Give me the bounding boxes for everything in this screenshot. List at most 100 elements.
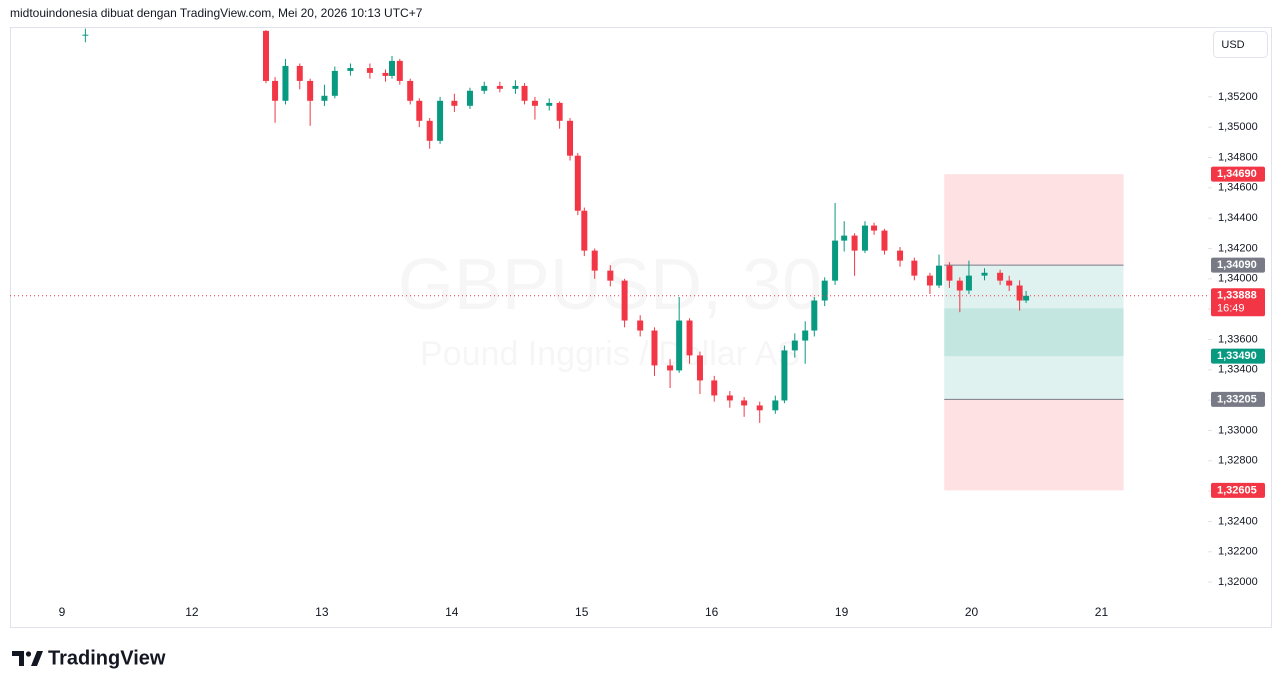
candle-body — [696, 355, 703, 381]
candle-body — [451, 100, 458, 106]
price-label-box — [1211, 288, 1265, 317]
candle-body — [997, 272, 1004, 281]
candle-body — [426, 120, 433, 141]
candle-body — [307, 80, 314, 101]
candle-body — [621, 280, 628, 321]
reward-zone — [944, 308, 1124, 400]
candle-body — [791, 340, 798, 351]
candle-body — [841, 235, 848, 241]
candle-body — [581, 210, 588, 251]
chart-frame — [10, 27, 1272, 628]
candle-body — [496, 85, 503, 89]
candle-body — [871, 225, 878, 231]
candle-body — [1016, 285, 1023, 301]
y-tick-label: 1,32000 — [1218, 576, 1258, 588]
candle-body — [407, 80, 414, 101]
y-tick-label: 1,32800 — [1218, 455, 1258, 467]
candle-body — [667, 365, 674, 371]
y-tick-label: 1,34000 — [1218, 273, 1258, 285]
reward-zone — [944, 265, 1124, 357]
candle-body — [965, 275, 972, 291]
candle-body — [567, 120, 574, 156]
price-label-box — [1211, 482, 1265, 498]
y-tick-label: 1,32400 — [1218, 515, 1258, 527]
y-tick-label: 1,34800 — [1218, 151, 1258, 163]
candle-body — [881, 230, 888, 251]
price-label-box — [1211, 257, 1265, 273]
x-tick-label: 19 — [835, 605, 849, 619]
candle-body — [756, 405, 763, 411]
x-tick-label: 14 — [445, 605, 459, 619]
candle-body — [481, 85, 488, 91]
price-label: 1,32605 — [1217, 484, 1257, 496]
price-countdown: 16:49 — [1217, 303, 1245, 315]
candle-body — [802, 330, 809, 341]
candle-body — [331, 70, 338, 96]
candle-body — [832, 240, 839, 281]
candle-body — [366, 68, 373, 73]
price-label: 1,34090 — [1217, 259, 1257, 271]
candle-body — [347, 68, 354, 71]
candle-body — [651, 330, 658, 366]
risk-zone — [944, 399, 1124, 491]
price-label-box — [1211, 166, 1265, 182]
candle-body — [282, 65, 289, 101]
price-label: 1,33490 — [1217, 350, 1257, 362]
candle-body — [936, 265, 943, 286]
candle-body — [676, 320, 683, 371]
candle-body — [1023, 295, 1030, 301]
candle-body — [741, 400, 748, 406]
price-label-box — [1211, 348, 1265, 364]
candle-body — [416, 100, 423, 121]
candle-body — [821, 280, 828, 301]
candle-body — [466, 90, 473, 106]
logo-text: TradingView — [48, 647, 166, 669]
candle-body — [772, 400, 779, 411]
y-tick-label: 1,32200 — [1218, 546, 1258, 558]
currency-button[interactable] — [1213, 31, 1268, 58]
candle-body — [956, 280, 963, 291]
candle-body — [321, 95, 328, 101]
candle-body — [262, 30, 269, 81]
candle-body — [637, 320, 644, 331]
currency-label: USD — [1221, 39, 1244, 51]
candle-body — [272, 80, 279, 101]
candle-body — [546, 102, 553, 106]
price-label-box — [1211, 391, 1265, 407]
x-tick-label: 13 — [315, 605, 329, 619]
candle-body — [591, 250, 598, 271]
candle-body — [897, 250, 904, 261]
candle-body — [946, 265, 953, 281]
candle-body — [437, 100, 444, 141]
candle-body — [1006, 280, 1013, 286]
candle-body — [981, 272, 988, 276]
x-tick-label: 12 — [185, 605, 199, 619]
candle-body — [686, 320, 693, 356]
candle-body — [861, 225, 868, 251]
y-tick-label: 1,34600 — [1218, 182, 1258, 194]
header: midtouindonesia dibuat dengan TradingVie… — [10, 6, 423, 20]
candle-body — [82, 34, 89, 36]
candle-body — [574, 155, 581, 211]
y-tick-label: 1,33000 — [1218, 424, 1258, 436]
x-tick-label: 16 — [705, 605, 719, 619]
position-layer — [944, 174, 1124, 491]
candle-body — [512, 85, 519, 89]
price-label: 1,34690 — [1217, 168, 1257, 180]
x-tick-label: 15 — [575, 605, 589, 619]
x-tick-label: 9 — [59, 605, 66, 619]
candle-body — [911, 260, 918, 276]
x-tick-label: 20 — [965, 605, 979, 619]
y-tick-label: 1,35000 — [1218, 121, 1258, 133]
price-label: 1,33205 — [1217, 393, 1257, 405]
x-tick-label: 21 — [1095, 605, 1109, 619]
candle-body — [531, 100, 538, 106]
candle-body — [851, 235, 858, 251]
y-tick-label: 1,34400 — [1218, 212, 1258, 224]
candle-body — [607, 270, 614, 281]
y-tick-label: 1,33400 — [1218, 364, 1258, 376]
candle-body — [711, 380, 718, 396]
candle-body — [556, 102, 563, 121]
